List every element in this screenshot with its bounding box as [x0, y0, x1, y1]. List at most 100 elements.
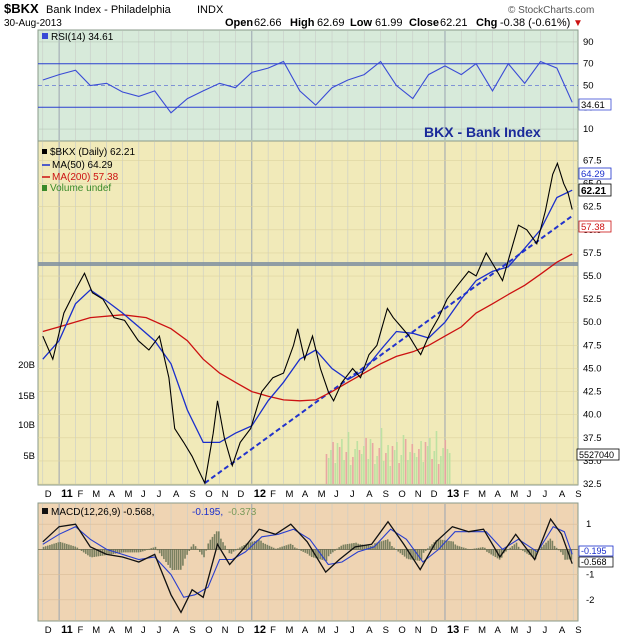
low-label: Low — [350, 17, 372, 29]
macd-histogram-bar — [61, 542, 64, 550]
macd-histogram-bar — [560, 549, 562, 553]
macd-histogram-bar — [334, 549, 336, 551]
macd-histogram-bar — [207, 543, 210, 550]
macd-histogram-bar — [541, 546, 543, 550]
macd-histogram-bar — [323, 549, 326, 561]
price-line — [42, 161, 573, 485]
grid-layer — [38, 31, 578, 620]
macd-histogram-bar — [175, 549, 178, 570]
macd-histogram-bar — [448, 540, 450, 550]
x-tick-label-bottom: J — [141, 625, 146, 636]
x-tick-label-bottom: D — [45, 625, 52, 636]
macd-histogram-bar — [283, 545, 286, 550]
price-tick-label: 42.5 — [583, 387, 602, 398]
volume-bar — [448, 453, 451, 484]
macd-histogram-bar — [399, 549, 402, 554]
macd-histogram-bar — [564, 549, 566, 560]
x-tick-label-bottom: D — [237, 625, 244, 636]
macd-histogram-bar — [247, 542, 250, 550]
macd-histogram-bar — [509, 547, 511, 550]
macd-histogram-bar — [412, 549, 414, 560]
volume-bar — [349, 465, 352, 484]
macd-histogram-bar — [63, 543, 66, 550]
macd-tag: -0.568 — [578, 556, 614, 568]
macd-histogram-bar — [205, 549, 207, 551]
rsi-swatch — [42, 33, 48, 39]
macd-histogram-bar — [547, 540, 549, 550]
macd-histogram-bar — [486, 549, 488, 552]
macd-histogram-bar — [80, 549, 83, 551]
macd-signal-line — [42, 526, 573, 598]
volume-bar — [325, 454, 328, 484]
chart-date: 30-Aug-2013 — [4, 18, 62, 29]
macd-histogram-bar — [122, 549, 125, 553]
macd-histogram-bar — [95, 549, 98, 557]
macd-histogram-bar — [260, 540, 262, 550]
macd-histogram-bar — [551, 540, 554, 550]
x-tick-label: J — [350, 489, 355, 500]
macd-histogram-bar — [256, 540, 258, 550]
volume-bar — [446, 449, 449, 484]
macd-histogram-bar — [545, 542, 547, 550]
low-value: 61.99 — [375, 17, 403, 29]
macd-histogram-bar — [93, 549, 96, 557]
rsi-tick-label: 10 — [583, 124, 594, 135]
macd-histogram-bar — [220, 538, 222, 550]
rsi-line — [42, 60, 573, 114]
macd-histogram-bar — [184, 549, 186, 559]
volume-tick-label: 20B — [18, 360, 35, 371]
macd-histogram-bar — [156, 549, 159, 551]
macd-histogram-bar — [505, 549, 507, 552]
macd-histogram-bar — [152, 547, 155, 550]
macd-histogram-bar — [198, 549, 201, 552]
volume-bar — [400, 455, 403, 484]
macd-histogram-bar — [308, 549, 311, 556]
macd-histogram-bar — [310, 549, 313, 558]
macd-histogram-bar — [557, 549, 560, 551]
macd-histogram-bar — [268, 545, 271, 550]
macd-histogram-bar — [57, 542, 60, 550]
macd-histogram-bar — [553, 545, 556, 550]
macd-histogram-bar — [173, 549, 176, 570]
volume-bar — [440, 456, 442, 484]
rsi-tick-label: 70 — [583, 59, 594, 70]
macd-histogram-bar — [498, 549, 501, 560]
legend-swatch-price — [42, 149, 47, 154]
macd-histogram-bar — [511, 546, 514, 550]
macd-histogram-bar — [437, 539, 440, 550]
volume-bar — [442, 448, 444, 484]
macd-histogram-bar — [389, 541, 391, 550]
x-tick-label: J — [141, 489, 146, 500]
open-label: Open — [225, 17, 253, 29]
macd-histogram-bar — [332, 549, 334, 553]
macd-histogram-bar — [443, 540, 446, 550]
volume-bar — [389, 466, 392, 484]
volume-bars — [325, 428, 451, 484]
macd-histogram-bar — [171, 549, 174, 571]
x-tick-label-bottom: S — [383, 625, 389, 636]
x-tick-label-bottom: N — [222, 625, 229, 636]
axis-layer: DD1111FFMMAAMMJJJJAASSOONNDD1212FFMMAAMM… — [18, 37, 601, 636]
volume-bar — [380, 428, 383, 484]
macd-histogram-bar — [133, 549, 136, 553]
macd-histogram-bar — [446, 540, 448, 550]
macd-histogram-bar — [422, 549, 425, 553]
macd-tag-text: -0.568 — [581, 557, 607, 567]
macd-histogram-bar — [182, 549, 184, 566]
macd-histogram-bar — [391, 546, 393, 550]
rsi-label: RSI(14) 34.61 — [51, 32, 114, 43]
volume-bar — [422, 462, 425, 484]
price-tick-label: 57.5 — [583, 248, 602, 259]
macd-histogram-bar — [114, 549, 117, 554]
macd-histogram-bar — [300, 549, 302, 551]
price-tick-label: 40.0 — [583, 410, 602, 421]
macd-histogram-bar — [414, 549, 416, 561]
x-tick-label: M — [92, 489, 100, 500]
x-tick-label-bottom: S — [189, 625, 195, 636]
volume-bar — [411, 444, 414, 484]
macd-histogram-bar — [154, 546, 157, 550]
macd-histogram-bar — [329, 549, 332, 554]
x-tick-label-bottom: N — [415, 625, 422, 636]
macd-tick-label: 1 — [586, 519, 591, 530]
macd-histogram-bar — [492, 549, 495, 556]
